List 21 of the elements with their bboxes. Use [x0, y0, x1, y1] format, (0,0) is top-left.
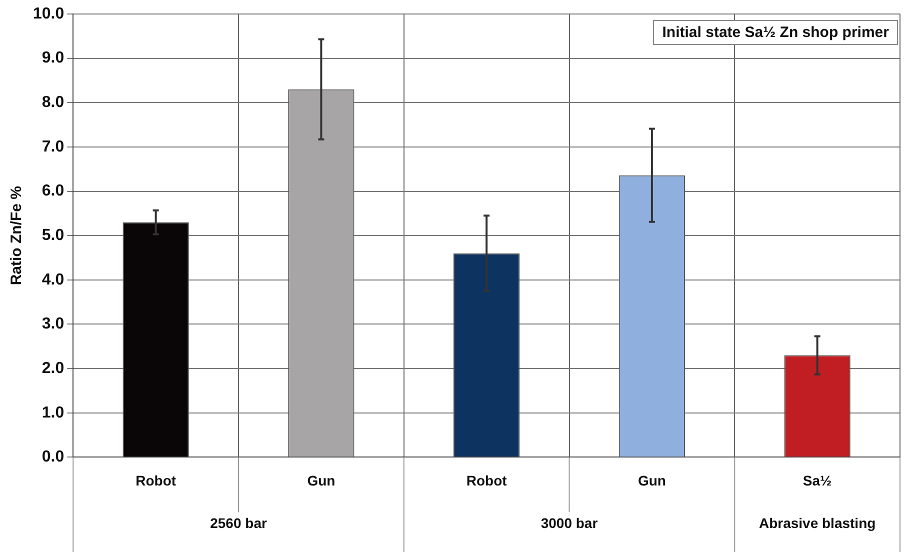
text: 3000 bar [540, 515, 598, 532]
x-tick-label: Robot [136, 472, 176, 488]
y-tick-label: 4.0 [42, 271, 64, 288]
y-tick-label: 1.0 [42, 404, 64, 422]
text: Initial state Sa½ Zn shop primer [653, 20, 898, 45]
x-tick-label: Sa½ [802, 472, 832, 488]
x-tick-label: Gun [638, 472, 666, 488]
y-tick-label: 8.0 [42, 94, 64, 112]
y-axis-title: Ratio Zn/Fe % [8, 186, 26, 286]
y-tick-label: 9.0 [42, 50, 64, 67]
y-tick-label: 10.0 [33, 5, 64, 22]
y-tick-label: 5.0 [42, 227, 64, 244]
x-tick-label: Robot [466, 472, 508, 488]
y-tick-label: 0.0 [42, 448, 64, 466]
text: Abrasive blasting [758, 515, 876, 532]
y-tick-label: 3.0 [42, 316, 64, 333]
y-tick-label: 7.0 [42, 138, 64, 156]
y-tick-label: 2.0 [42, 360, 64, 377]
y-tick-label: 6.0 [42, 182, 64, 200]
text: 2560 bar [210, 515, 268, 532]
x-tick-label: Gun [307, 472, 336, 488]
